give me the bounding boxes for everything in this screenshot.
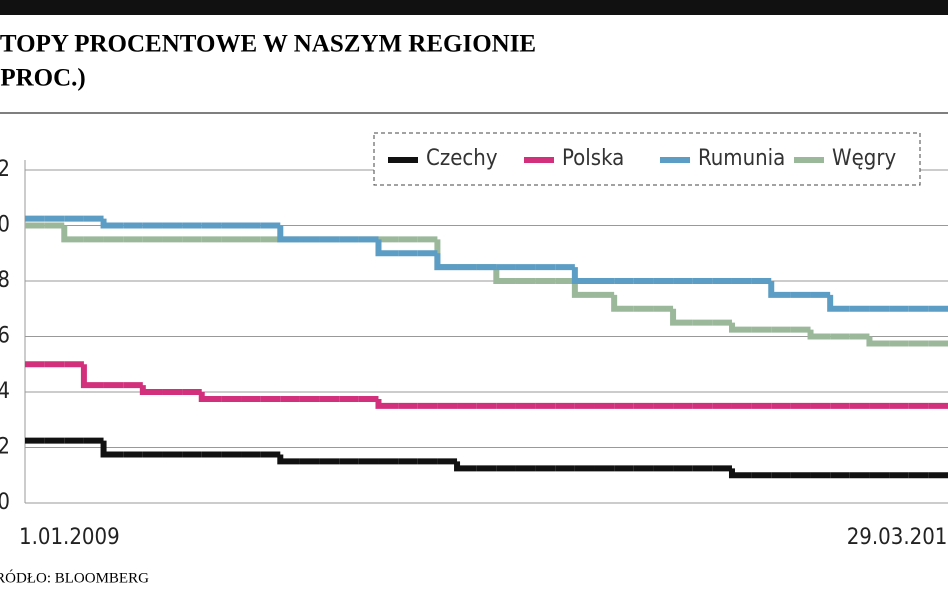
- x-tick-label: 1.01.2009: [19, 525, 120, 550]
- step-segment: [375, 239, 399, 257]
- step-segment: [728, 322, 752, 333]
- y-tick-label: 4: [0, 379, 10, 404]
- legend-label: Rumunia: [698, 146, 785, 171]
- y-tick-label: 12: [0, 157, 10, 182]
- x-tick-label: 29.03.2010: [847, 525, 948, 550]
- step-segment: [493, 267, 516, 284]
- legend-label: Czechy: [426, 146, 498, 171]
- y-tick-label: 0: [0, 490, 10, 515]
- y-tick-label: 2: [0, 435, 10, 460]
- step-segment: [198, 392, 222, 402]
- step-segment: [827, 294, 850, 312]
- step-segment: [866, 336, 890, 347]
- step-segment: [454, 461, 477, 472]
- step-segment: [571, 267, 595, 284]
- legend-label: Węgry: [832, 146, 896, 171]
- step-segment: [434, 253, 458, 271]
- step-segment: [80, 364, 104, 389]
- chart-title: STOPY PROCENTOWE W NASZYM REGIONIE: [0, 31, 536, 58]
- step-segment: [807, 329, 831, 340]
- top-bar: [0, 0, 948, 15]
- chart-subtitle: (PROC.): [0, 65, 86, 92]
- y-tick-label: 8: [0, 268, 10, 293]
- step-segment: [61, 225, 84, 243]
- legend-label: Polska: [562, 146, 624, 171]
- step-segment: [139, 385, 163, 395]
- legend-box: [373, 132, 921, 186]
- step-segment: [728, 468, 752, 479]
- step-segment: [277, 225, 300, 243]
- step-segment: [100, 440, 124, 458]
- step-segment: [571, 281, 595, 298]
- step-segment: [277, 454, 300, 465]
- y-tick-label: 6: [0, 324, 10, 349]
- step-segment: [768, 281, 791, 298]
- y-tick-label: 10: [0, 213, 10, 238]
- step-segment: [100, 218, 124, 229]
- source: ŹRÓDŁO: BLOOMBERG: [0, 569, 149, 586]
- step-segment: [375, 398, 399, 409]
- step-segment: [611, 294, 634, 312]
- step-segment: [670, 308, 693, 326]
